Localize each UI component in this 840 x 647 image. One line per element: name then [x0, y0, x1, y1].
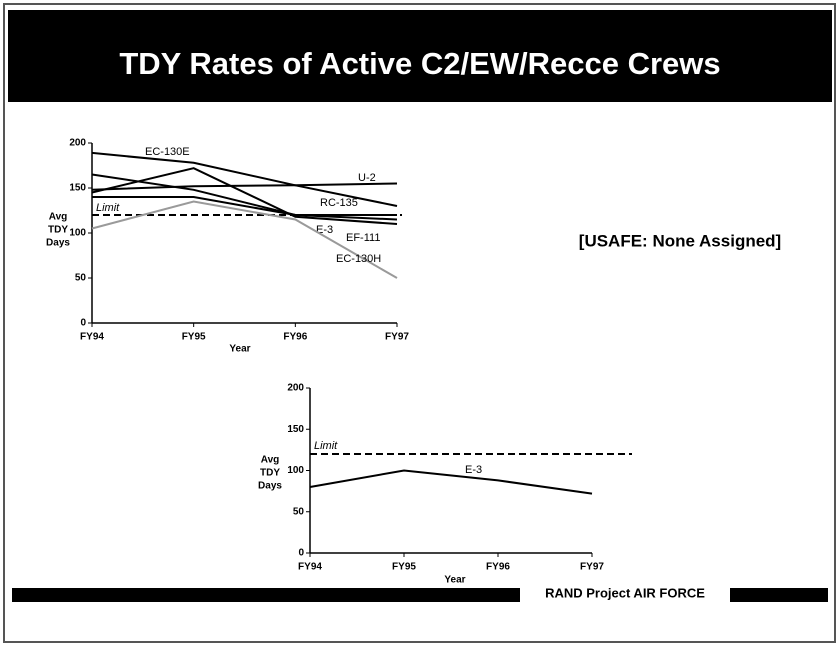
- series-label: U-2: [358, 172, 376, 184]
- series-line: [91, 182, 398, 191]
- y-tick-label: 50: [75, 273, 87, 284]
- y-tick-label: 200: [69, 138, 86, 149]
- series-line: [309, 469, 593, 495]
- note: [USAFE: None Assigned]: [579, 231, 781, 250]
- y-axis-label: TDY: [260, 468, 280, 479]
- series-label: EC-130E: [145, 146, 190, 158]
- y-axis-label: Days: [258, 481, 282, 492]
- series-line: [91, 151, 398, 207]
- x-axis-label: Year: [444, 575, 465, 586]
- series-label: E-3: [465, 464, 482, 476]
- footer: RAND Project AIR FORCE: [545, 585, 705, 600]
- x-tick-label: FY95: [392, 562, 416, 573]
- series-label: EF-111: [346, 232, 380, 244]
- x-tick-label: FY96: [283, 332, 307, 343]
- series-label: EC-130H: [336, 253, 381, 265]
- x-tick-label: FY94: [298, 562, 322, 573]
- slide-border: [3, 3, 836, 643]
- y-tick-label: 200: [287, 383, 304, 394]
- y-tick-label: 100: [69, 228, 86, 239]
- x-tick-label: FY97: [385, 332, 409, 343]
- y-tick-label: 150: [287, 424, 304, 435]
- slide-title: TDY Rates of Active C2/EW/Recce Crews: [119, 46, 720, 81]
- y-tick-label: 100: [287, 465, 304, 476]
- y-tick-label: 50: [293, 506, 305, 517]
- y-tick-label: 0: [80, 318, 86, 329]
- footer-bar: [12, 588, 520, 602]
- y-tick-label: 150: [69, 183, 86, 194]
- x-tick-label: FY97: [580, 562, 604, 573]
- y-axis-label: TDY: [48, 225, 68, 236]
- series-label: RC-135: [320, 197, 358, 209]
- limit-label: Limit: [96, 202, 120, 214]
- limit-label: Limit: [314, 440, 338, 452]
- y-tick-label: 0: [298, 548, 304, 559]
- series-line: [91, 173, 397, 216]
- title-bar: [8, 10, 832, 102]
- series-label: E-3: [316, 224, 333, 236]
- series-line: [92, 196, 398, 221]
- series-line: [91, 167, 398, 225]
- y-axis-label: Avg: [261, 455, 280, 466]
- x-tick-label: FY94: [80, 332, 104, 343]
- y-axis-label: Days: [46, 238, 70, 249]
- series-line: [91, 200, 398, 279]
- x-tick-label: FY96: [486, 562, 510, 573]
- footer-bar: [730, 588, 828, 602]
- x-tick-label: FY95: [182, 332, 206, 343]
- x-axis-label: Year: [229, 344, 250, 355]
- y-axis-label: Avg: [49, 212, 68, 223]
